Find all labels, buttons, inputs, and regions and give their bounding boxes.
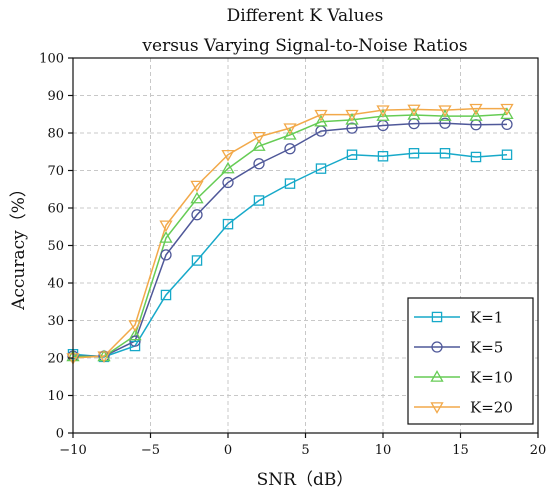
data-point: [129, 335, 141, 347]
data-point: [438, 109, 452, 121]
data-point: [191, 255, 203, 266]
series-line-k1: [72, 152, 508, 358]
data-point: [469, 103, 483, 116]
legend: K=1 K=5 K=10 K=20: [407, 297, 534, 425]
data-point: [500, 103, 514, 116]
data-point: [407, 108, 421, 120]
data-point: [253, 158, 265, 170]
data-point: [439, 147, 451, 159]
data-point: [128, 328, 142, 341]
data-point: [222, 176, 234, 189]
y-tick-label: 60: [47, 202, 64, 217]
legend-label: K=1: [470, 309, 503, 327]
legend-label: K=20: [470, 399, 513, 417]
y-axis-ticks: 0 10 20 30 40 50 60 70 80 90 100: [39, 52, 73, 442]
data-point: [500, 107, 514, 120]
data-point: [160, 249, 172, 261]
data-point: [376, 105, 390, 117]
legend-label: K=5: [470, 339, 503, 357]
data-point: [469, 109, 483, 121]
x-axis-label: SNR（dB）: [257, 470, 354, 490]
series-line-k5: [73, 122, 508, 357]
data-point: [346, 149, 358, 160]
data-point: [377, 150, 389, 162]
data-point: [191, 209, 203, 221]
data-point: [439, 117, 451, 129]
data-point: [190, 191, 204, 204]
data-point: [159, 220, 173, 233]
y-tick-label: 10: [47, 389, 64, 404]
data-point: [346, 122, 358, 134]
x-axis-ticks: −10 −5 0 5 10 15 20: [59, 433, 546, 458]
data-point: [283, 123, 297, 135]
y-tick-label: 80: [47, 127, 64, 142]
data-point: [376, 109, 390, 121]
data-point: [252, 139, 266, 151]
y-tick-label: 0: [56, 427, 64, 442]
x-tick-label: 0: [224, 443, 232, 458]
data-point: [501, 149, 513, 160]
data-point: [221, 149, 235, 162]
data-point: [407, 104, 421, 117]
data-point: [408, 147, 420, 159]
data-point: [253, 195, 265, 206]
legend-marker: [430, 402, 444, 414]
legend-marker: [431, 311, 443, 323]
data-point: [501, 118, 513, 131]
data-point: [128, 320, 142, 332]
data-point: [438, 105, 452, 117]
data-point: [345, 113, 359, 125]
legend-marker: [431, 341, 443, 353]
data-point: [315, 163, 327, 174]
data-point: [283, 128, 297, 140]
data-point: [314, 114, 328, 127]
data-point: [221, 161, 235, 174]
legend-label: K=10: [470, 369, 513, 387]
data-point: [284, 178, 296, 189]
data-point: [284, 143, 296, 155]
data-point: [97, 351, 111, 363]
data-point: [470, 151, 482, 163]
data-point: [129, 340, 141, 352]
data-point: [314, 109, 328, 122]
legend-marker: [430, 370, 444, 382]
x-tick-label: −5: [141, 443, 160, 458]
y-axis-label: Accuracy（%）: [9, 180, 29, 311]
legend-box: [407, 297, 534, 425]
x-tick-label: −10: [59, 443, 86, 458]
x-tick-label: 5: [301, 443, 309, 458]
data-point: [159, 231, 173, 243]
chart-title: Different K Values: [227, 6, 384, 26]
chart-subtitle: versus Varying Signal-to-Noise Ratios: [141, 36, 467, 56]
y-tick-label: 100: [39, 52, 64, 67]
y-tick-label: 50: [47, 239, 64, 254]
y-tick-label: 20: [47, 352, 64, 367]
data-point: [345, 109, 359, 122]
x-tick-label: 15: [452, 443, 469, 458]
data-point: [252, 131, 266, 144]
data-point: [190, 180, 204, 193]
x-tick-label: 10: [375, 443, 392, 458]
y-tick-label: 90: [47, 89, 64, 104]
y-tick-label: 30: [47, 314, 64, 329]
data-point: [160, 289, 172, 301]
data-point: [222, 218, 234, 230]
x-tick-label: 20: [530, 443, 547, 458]
y-tick-label: 40: [47, 277, 64, 292]
y-tick-label: 70: [47, 164, 64, 179]
